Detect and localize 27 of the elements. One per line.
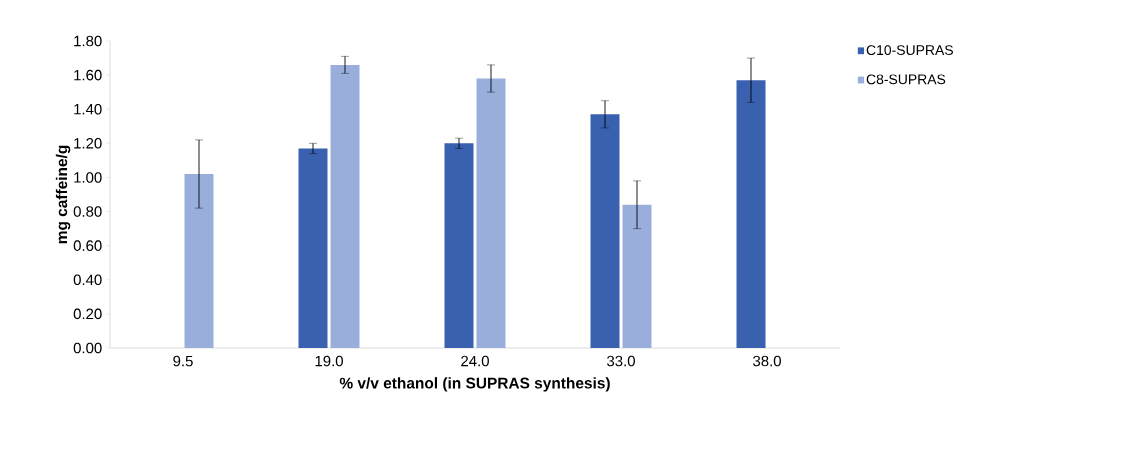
y-tick-label: 0.40 bbox=[73, 274, 102, 286]
bar bbox=[184, 174, 214, 348]
y-tick-label: 1.80 bbox=[74, 35, 102, 47]
x-tick-label: 9.5 bbox=[173, 355, 193, 367]
legend-label: C8-SUPRAS bbox=[866, 74, 946, 85]
x-tick-label: 33.0 bbox=[607, 355, 635, 367]
bar bbox=[330, 64, 360, 348]
y-tick-label: 1.60 bbox=[74, 69, 102, 81]
bar bbox=[622, 204, 652, 348]
legend-label: C10-SUPRAS bbox=[866, 45, 953, 56]
y-tick-label: 0.60 bbox=[73, 240, 102, 251]
y-tick-label: 1.20 bbox=[74, 138, 102, 149]
y-tick-label: 1.40 bbox=[74, 103, 102, 115]
y-tick-label: 1.00 bbox=[74, 172, 102, 183]
x-tick-label: 38.0 bbox=[753, 355, 781, 367]
bar bbox=[736, 80, 766, 348]
y-axis-title: mg caffeine/g bbox=[55, 145, 71, 244]
bar bbox=[444, 143, 474, 348]
bar bbox=[298, 148, 328, 348]
bar bbox=[476, 78, 506, 348]
x-tick-label: 24.0 bbox=[461, 355, 489, 367]
y-tick-label: 0.20 bbox=[73, 308, 102, 320]
x-axis-title: % v/v ethanol (in SUPRAS synthesis) bbox=[339, 377, 610, 392]
x-tick-label: 19.0 bbox=[315, 355, 343, 367]
y-tick-label: 0.80 bbox=[73, 206, 102, 217]
bar bbox=[590, 114, 620, 348]
y-tick-label: 0.00 bbox=[73, 342, 102, 354]
